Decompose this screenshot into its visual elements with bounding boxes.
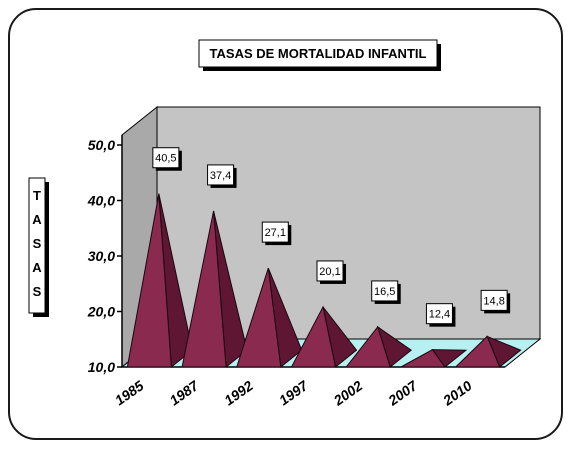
pyramid-bar <box>290 305 358 368</box>
data-label-text: 20,1 <box>319 266 340 278</box>
data-label: 27,1 <box>261 221 292 246</box>
pyramid-bar <box>345 325 413 368</box>
data-label-text: 37,4 <box>210 170 231 182</box>
x-tick-label: 1992 <box>221 377 256 408</box>
data-label: 37,4 <box>207 164 237 188</box>
x-tick-label: 2002 <box>330 377 366 409</box>
pyramid-bar <box>454 335 522 368</box>
data-label: 14,8 <box>480 289 511 314</box>
x-tick-label: 2007 <box>385 377 422 409</box>
y-tick-label: 40,0 <box>87 193 115 209</box>
pyramid-front-face <box>454 335 501 368</box>
pyramid-bar <box>236 267 303 368</box>
pyramid-front-face <box>400 349 446 368</box>
pyramid-front-face <box>236 267 282 368</box>
x-tick-label: 1987 <box>166 377 202 409</box>
x-tick-label: 2010 <box>439 377 475 409</box>
y-tick-label: 50,0 <box>88 137 115 153</box>
data-label: 16,5 <box>371 280 401 304</box>
data-label-text: 16,5 <box>374 286 395 298</box>
pyramid-front-face <box>126 193 172 368</box>
data-label-text: 12,4 <box>429 309 450 321</box>
data-label: 40,5 <box>152 147 182 171</box>
pyramid-bar <box>126 193 193 368</box>
y-tick-label: 30,0 <box>88 248 115 264</box>
data-label: 20,1 <box>316 260 346 284</box>
data-label-text: 40,5 <box>155 153 176 165</box>
chart-title: TASAS DE MORTALIDAD INFANTIL <box>210 46 427 61</box>
pyramid-front-face <box>181 210 227 368</box>
y-tick-label: 20,0 <box>87 304 115 320</box>
pyramid-bar <box>400 349 468 368</box>
y-axis-ticks: 10,0 20,0 30,0 40,0 50,0 <box>87 137 122 375</box>
pyramid-bar <box>181 210 248 368</box>
data-label-text: 27,1 <box>265 227 286 239</box>
x-axis-ticks: 1985 1987 1992 1997 2002 2007 2010 <box>112 377 475 409</box>
data-label: 12,4 <box>425 303 456 327</box>
chart-title-box: TASAS DE MORTALIDAD INFANTIL <box>198 39 441 71</box>
pyramid-front-face <box>345 325 391 368</box>
data-labels: 40,5 37,4 27,1 20,1 16,5 12,4 14,8 <box>152 147 511 327</box>
pyramid-series <box>126 193 522 368</box>
y-tick-label: 10,0 <box>88 359 115 375</box>
x-tick-label: 1985 <box>112 377 147 408</box>
x-tick-label: 1997 <box>276 377 312 409</box>
pyramid-front-face <box>290 305 337 368</box>
data-label-text: 14,8 <box>483 295 504 307</box>
